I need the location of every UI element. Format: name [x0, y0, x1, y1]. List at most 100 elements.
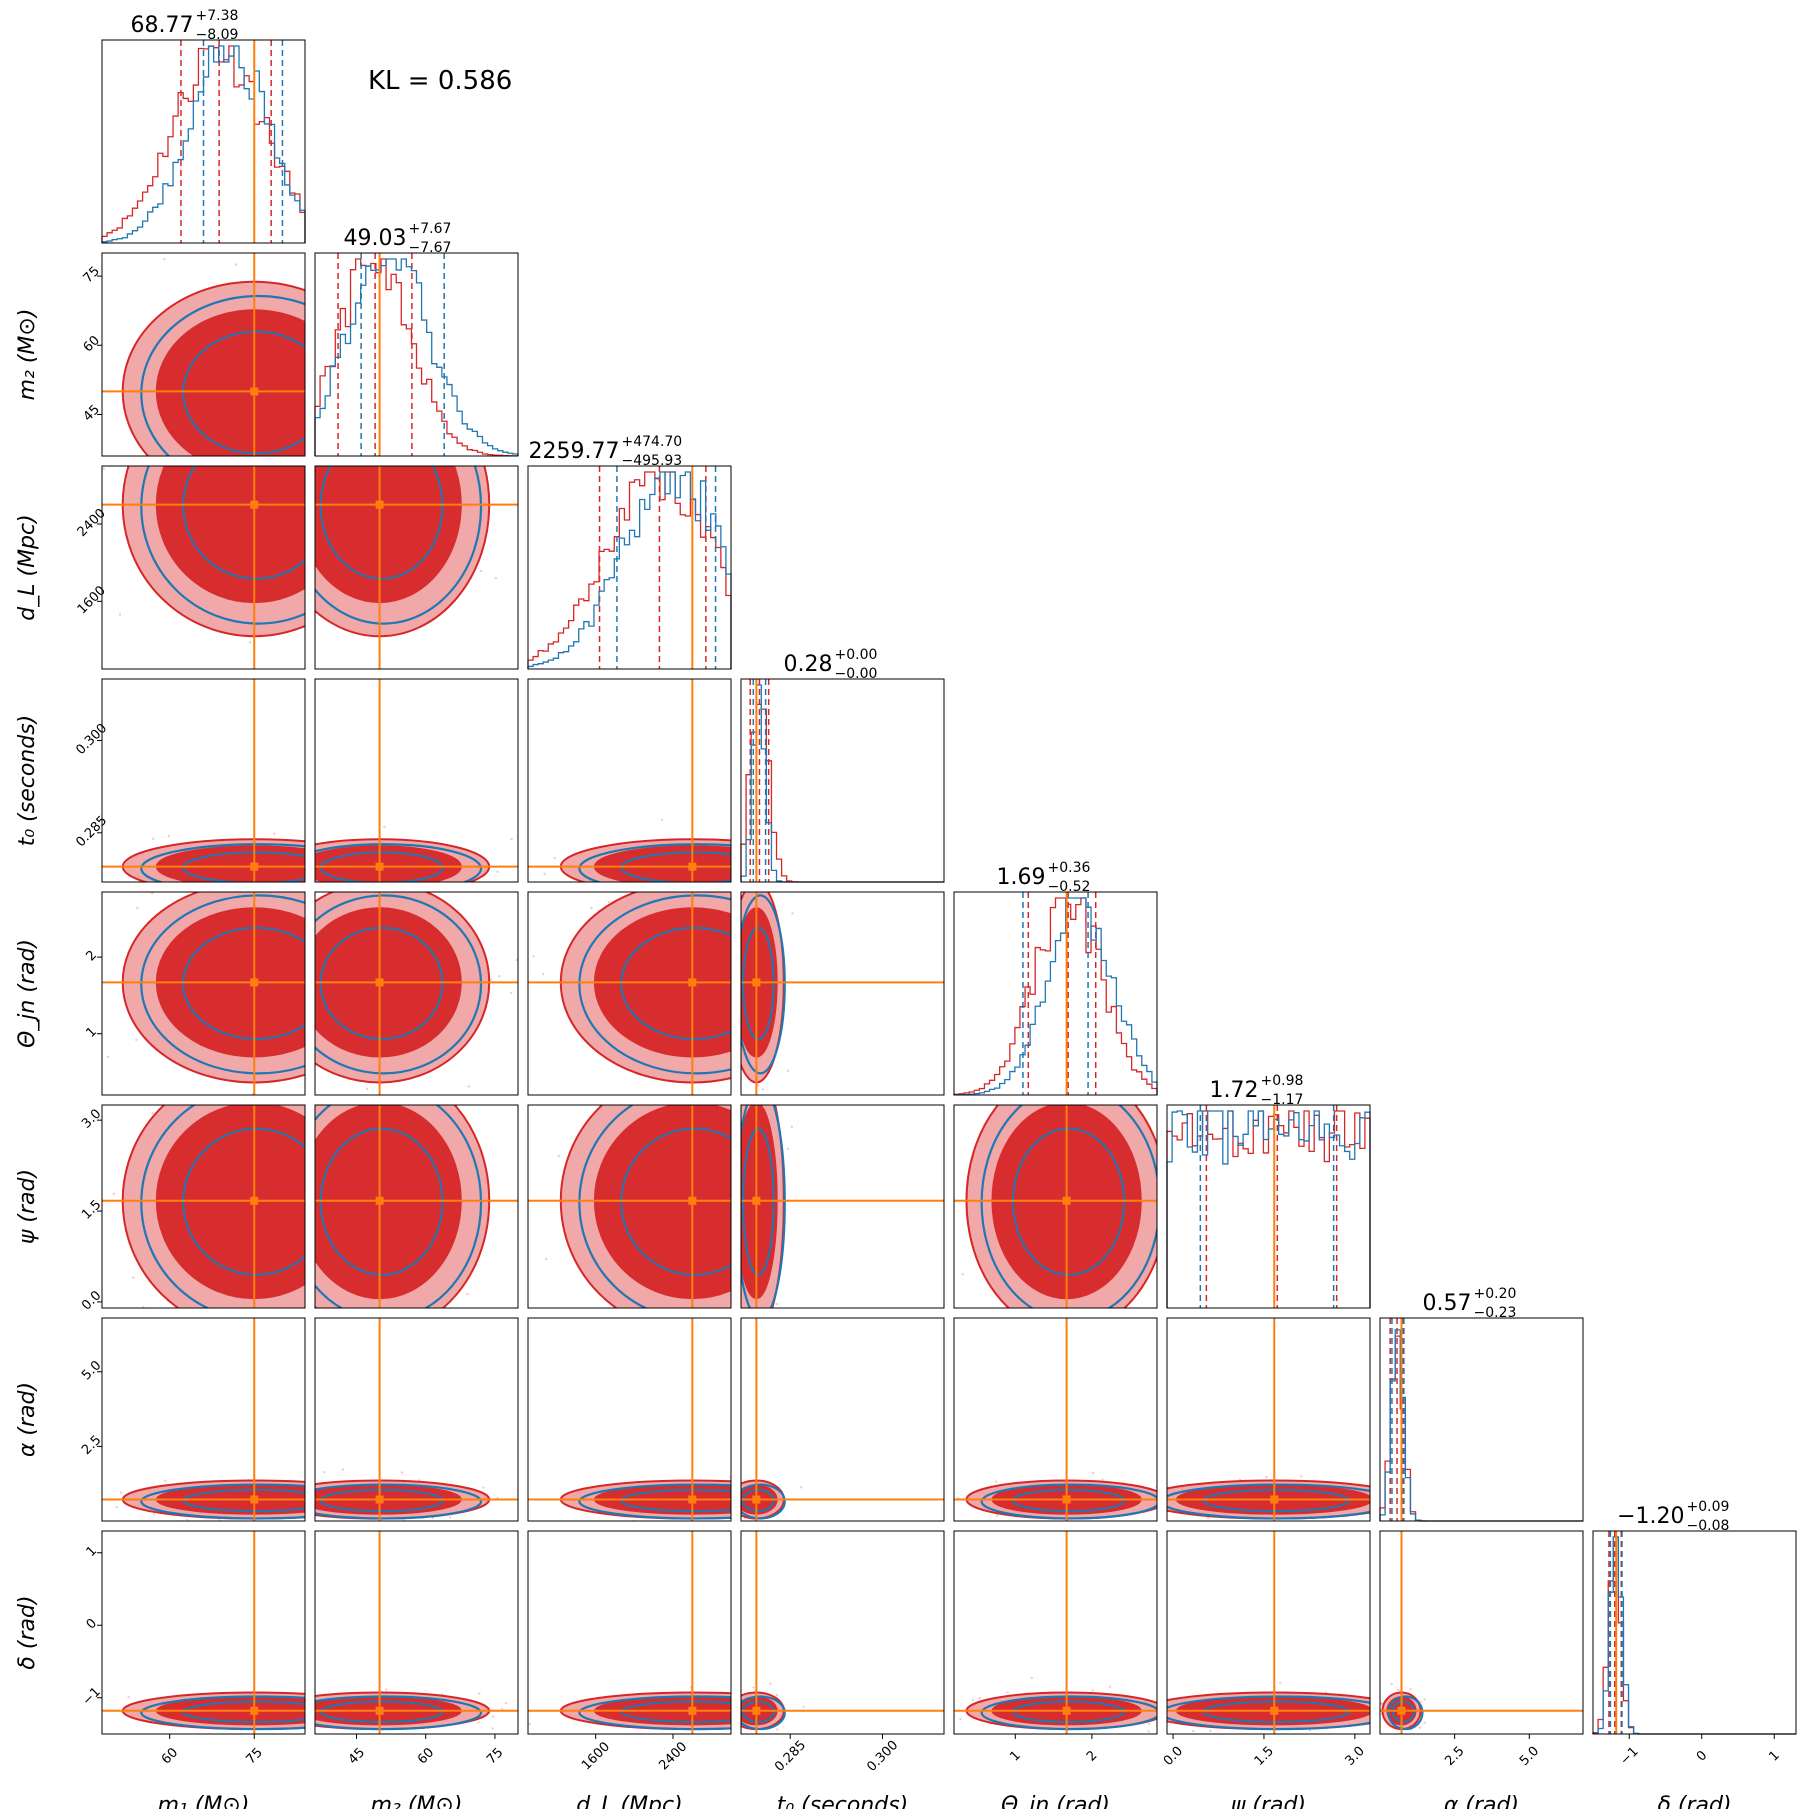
sample-point	[1373, 1736, 1375, 1738]
sample-point	[733, 1526, 735, 1528]
sample-point	[800, 1069, 802, 1071]
sample-point	[167, 834, 171, 838]
sample-point	[151, 1112, 154, 1115]
sample-point	[496, 870, 499, 874]
y-tick-label: −1	[80, 1685, 104, 1709]
panel-psi-dL	[527, 1088, 803, 1315]
sample-point	[368, 673, 370, 675]
contour-outer-b	[1167, 1483, 1370, 1520]
panel-frame	[740, 678, 945, 883]
sample-point	[786, 1069, 790, 1072]
truth-marker	[250, 1196, 259, 1205]
x-axis-label-psi: ψ (rad)	[1231, 1793, 1306, 1809]
sample-point	[789, 1494, 791, 1496]
sample-point	[248, 641, 252, 644]
contour-outer-b	[578, 1695, 731, 1731]
sample-point	[299, 1308, 301, 1310]
sample-point	[1091, 1689, 1094, 1692]
sample-point	[557, 1154, 560, 1158]
histogram-b-psi	[1166, 1110, 1371, 1308]
sample-point	[525, 1492, 527, 1494]
panel-frame	[527, 678, 732, 883]
truth-marker	[752, 1706, 761, 1715]
panel-psi-m2	[293, 1104, 569, 1376]
sample-point	[354, 332, 356, 334]
truth-marker	[688, 1196, 697, 1205]
sample-point	[532, 955, 535, 958]
sample-point	[736, 1685, 738, 1687]
title-minus-delta: −0.08	[1687, 1518, 1730, 1534]
sample-point	[760, 1525, 762, 1527]
sample-point	[317, 1374, 319, 1376]
sample-point	[361, 887, 363, 889]
sample-point	[798, 1502, 800, 1504]
sample-point	[312, 371, 314, 373]
sample-point	[365, 1087, 369, 1091]
sample-point	[208, 1319, 210, 1321]
sample-point	[775, 1693, 779, 1697]
x-tick-label: 1.5	[1252, 1744, 1277, 1769]
x-tick-label: 2.5	[1442, 1744, 1467, 1769]
sample-point	[109, 1525, 111, 1527]
y-axis-label-t0: t₀ (seconds)	[15, 715, 40, 847]
panel-thetajn-dL	[527, 889, 732, 1096]
truth-marker	[375, 1495, 384, 1504]
y-axis-label-m2: m₂ (M⊙)	[15, 309, 40, 401]
sample-point	[1423, 1698, 1426, 1701]
sample-point	[201, 1319, 203, 1321]
x-tick-label: 75	[484, 1745, 506, 1767]
y-axis-label-dL: d_L (Mpc)	[15, 514, 40, 620]
sample-point	[763, 1685, 765, 1687]
y-tick-label: 2.5	[79, 1433, 104, 1458]
sample-point	[386, 1535, 388, 1537]
sample-point	[494, 576, 498, 580]
title-m2: 49.03	[344, 226, 407, 251]
sample-point	[776, 1728, 779, 1731]
sample-point	[235, 263, 238, 266]
panel-psi-m1	[50, 1104, 306, 1321]
y-tick-label: 5.0	[79, 1358, 104, 1383]
sample-point	[978, 1696, 981, 1700]
sample-point	[344, 370, 346, 372]
panel-delta-alpha	[1373, 1530, 1584, 1739]
truth-marker	[1062, 1706, 1071, 1715]
contour-outer-b	[140, 1483, 305, 1520]
truth-marker	[1062, 1495, 1071, 1504]
kl-divergence-label: KL = 0.586	[368, 66, 513, 96]
sample-point	[403, 417, 405, 419]
y-tick-label: 0.0	[79, 1288, 104, 1313]
panel-delta-delta	[1592, 1530, 1797, 1739]
truth-marker	[250, 978, 259, 987]
panel-delta-thetajn	[953, 1530, 1158, 1739]
sample-point	[293, 1341, 295, 1343]
sample-point	[722, 1351, 724, 1353]
sample-point	[1415, 1735, 1417, 1737]
truth-marker	[375, 1706, 384, 1715]
sample-point	[711, 1731, 713, 1733]
sample-point	[1043, 1045, 1045, 1047]
x-axis-label-delta: δ (rad)	[1657, 1793, 1731, 1809]
panel-delta-psi	[1166, 1530, 1371, 1739]
panel-dL-m1	[97, 417, 405, 670]
panel-alpha-dL	[525, 1317, 800, 1527]
sample-point	[774, 829, 776, 831]
sample-point	[734, 1477, 736, 1479]
sample-point	[96, 871, 98, 873]
sample-point	[735, 1700, 737, 1702]
sample-point	[331, 641, 333, 643]
sample-point	[365, 886, 367, 888]
panel-delta-dL	[527, 1530, 765, 1739]
sample-point	[790, 1125, 793, 1129]
sample-point	[567, 1122, 569, 1124]
sample-point	[50, 1156, 52, 1158]
sample-point	[127, 1695, 130, 1699]
sample-point	[711, 1313, 713, 1315]
contour-outer-b	[140, 1105, 210, 1308]
sample-point	[644, 887, 646, 889]
panel-frame	[953, 1317, 1158, 1522]
sample-point	[801, 1088, 803, 1090]
sample-point	[695, 889, 697, 891]
panel-frame	[101, 1317, 306, 1522]
sample-point	[511, 885, 513, 887]
sample-point	[553, 856, 556, 860]
